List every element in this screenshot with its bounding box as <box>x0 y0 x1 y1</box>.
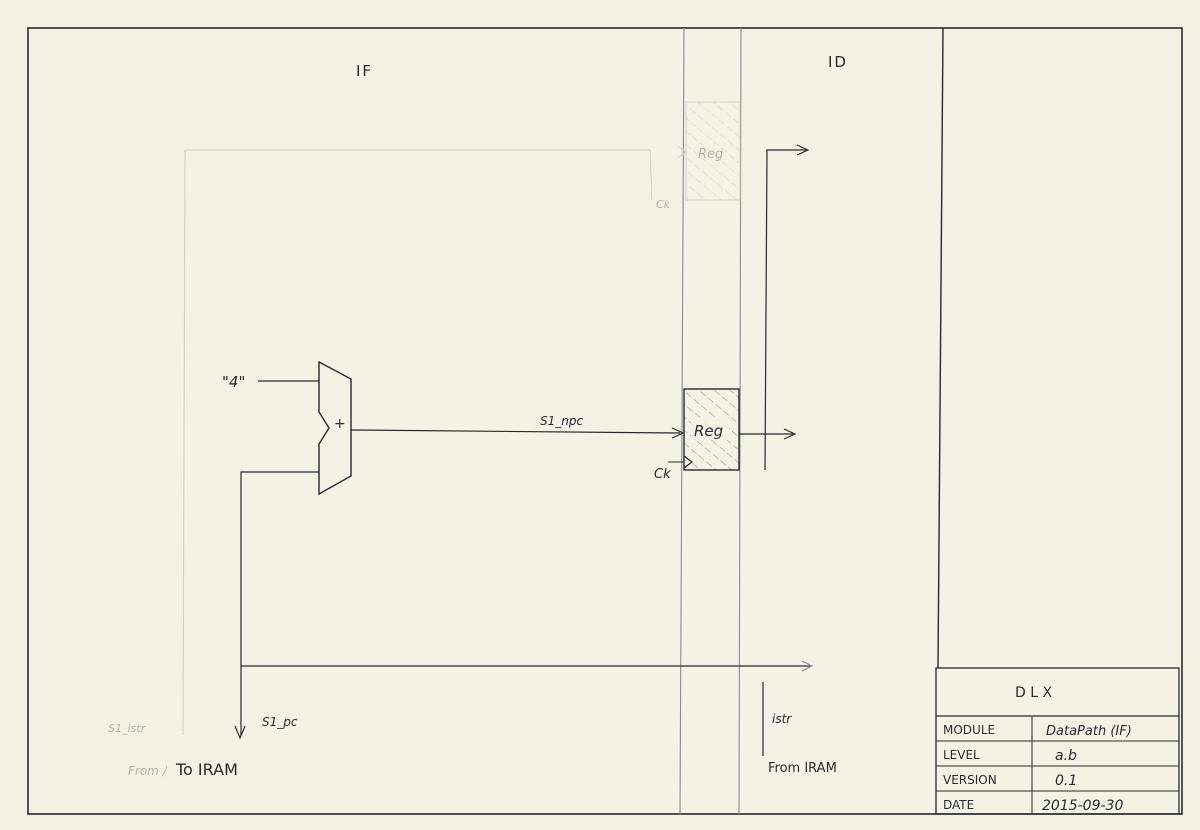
title-block-value-module: DataPath (IF) <box>1046 724 1132 739</box>
signal-pc-label: S1_pc <box>262 715 298 729</box>
upper-bus-wire <box>764 149 806 471</box>
npc-wire <box>350 429 681 434</box>
constant-four-label: "4" <box>222 373 245 391</box>
title-block-title: D L X <box>1015 685 1052 701</box>
pc-bus-arrowhead <box>801 660 814 672</box>
clock-label: Ck <box>654 467 671 482</box>
from-iram-label: From IRAM <box>768 761 837 776</box>
title-block-value-level: a.b <box>1055 748 1077 764</box>
title-block-key-module: MODULE <box>943 723 995 737</box>
pipeline-boundary <box>679 27 742 815</box>
sheet-border <box>27 27 1183 815</box>
register: Reg <box>683 388 740 471</box>
npc-arrowhead <box>671 427 685 439</box>
signal-istr-label: istr <box>772 712 792 726</box>
stage-label-id: ID <box>828 53 848 71</box>
stage-label-if: IF <box>356 62 373 80</box>
title-block-key-version: VERSION <box>943 773 997 787</box>
signal-npc-label: S1_npc <box>540 414 583 428</box>
ghost-signal-istr-label: S1_istr <box>108 722 147 735</box>
adder-plus-symbol: + <box>334 416 346 432</box>
upper-bus-arrowhead <box>796 144 810 156</box>
ghost-clock-label: Ck <box>656 198 671 211</box>
title-block-key-level: LEVEL <box>943 748 980 762</box>
ghost-from-label: From / <box>128 764 169 778</box>
title-block-value-version: 0.1 <box>1055 773 1077 789</box>
title-block-key-date: DATE <box>943 798 974 812</box>
title-column-divider <box>937 27 944 669</box>
register-label: Reg <box>694 422 723 440</box>
adder: + <box>318 360 352 496</box>
title-block: D L X MODULE DataPath (IF) LEVEL a.b VER… <box>935 667 1180 815</box>
title-block-value-date: 2015-09-30 <box>1042 798 1123 814</box>
pc-feedback-wire <box>240 471 319 666</box>
to-iram-label: To IRAM <box>175 760 238 779</box>
pc-to-iram-arrowhead <box>234 725 246 740</box>
ghost-register-label: Reg <box>698 147 723 162</box>
guide-lines <box>182 149 653 736</box>
register-clock-marker <box>683 455 693 469</box>
register-output-arrowhead <box>783 428 797 440</box>
ghost-register: Reg Ck <box>656 101 741 211</box>
